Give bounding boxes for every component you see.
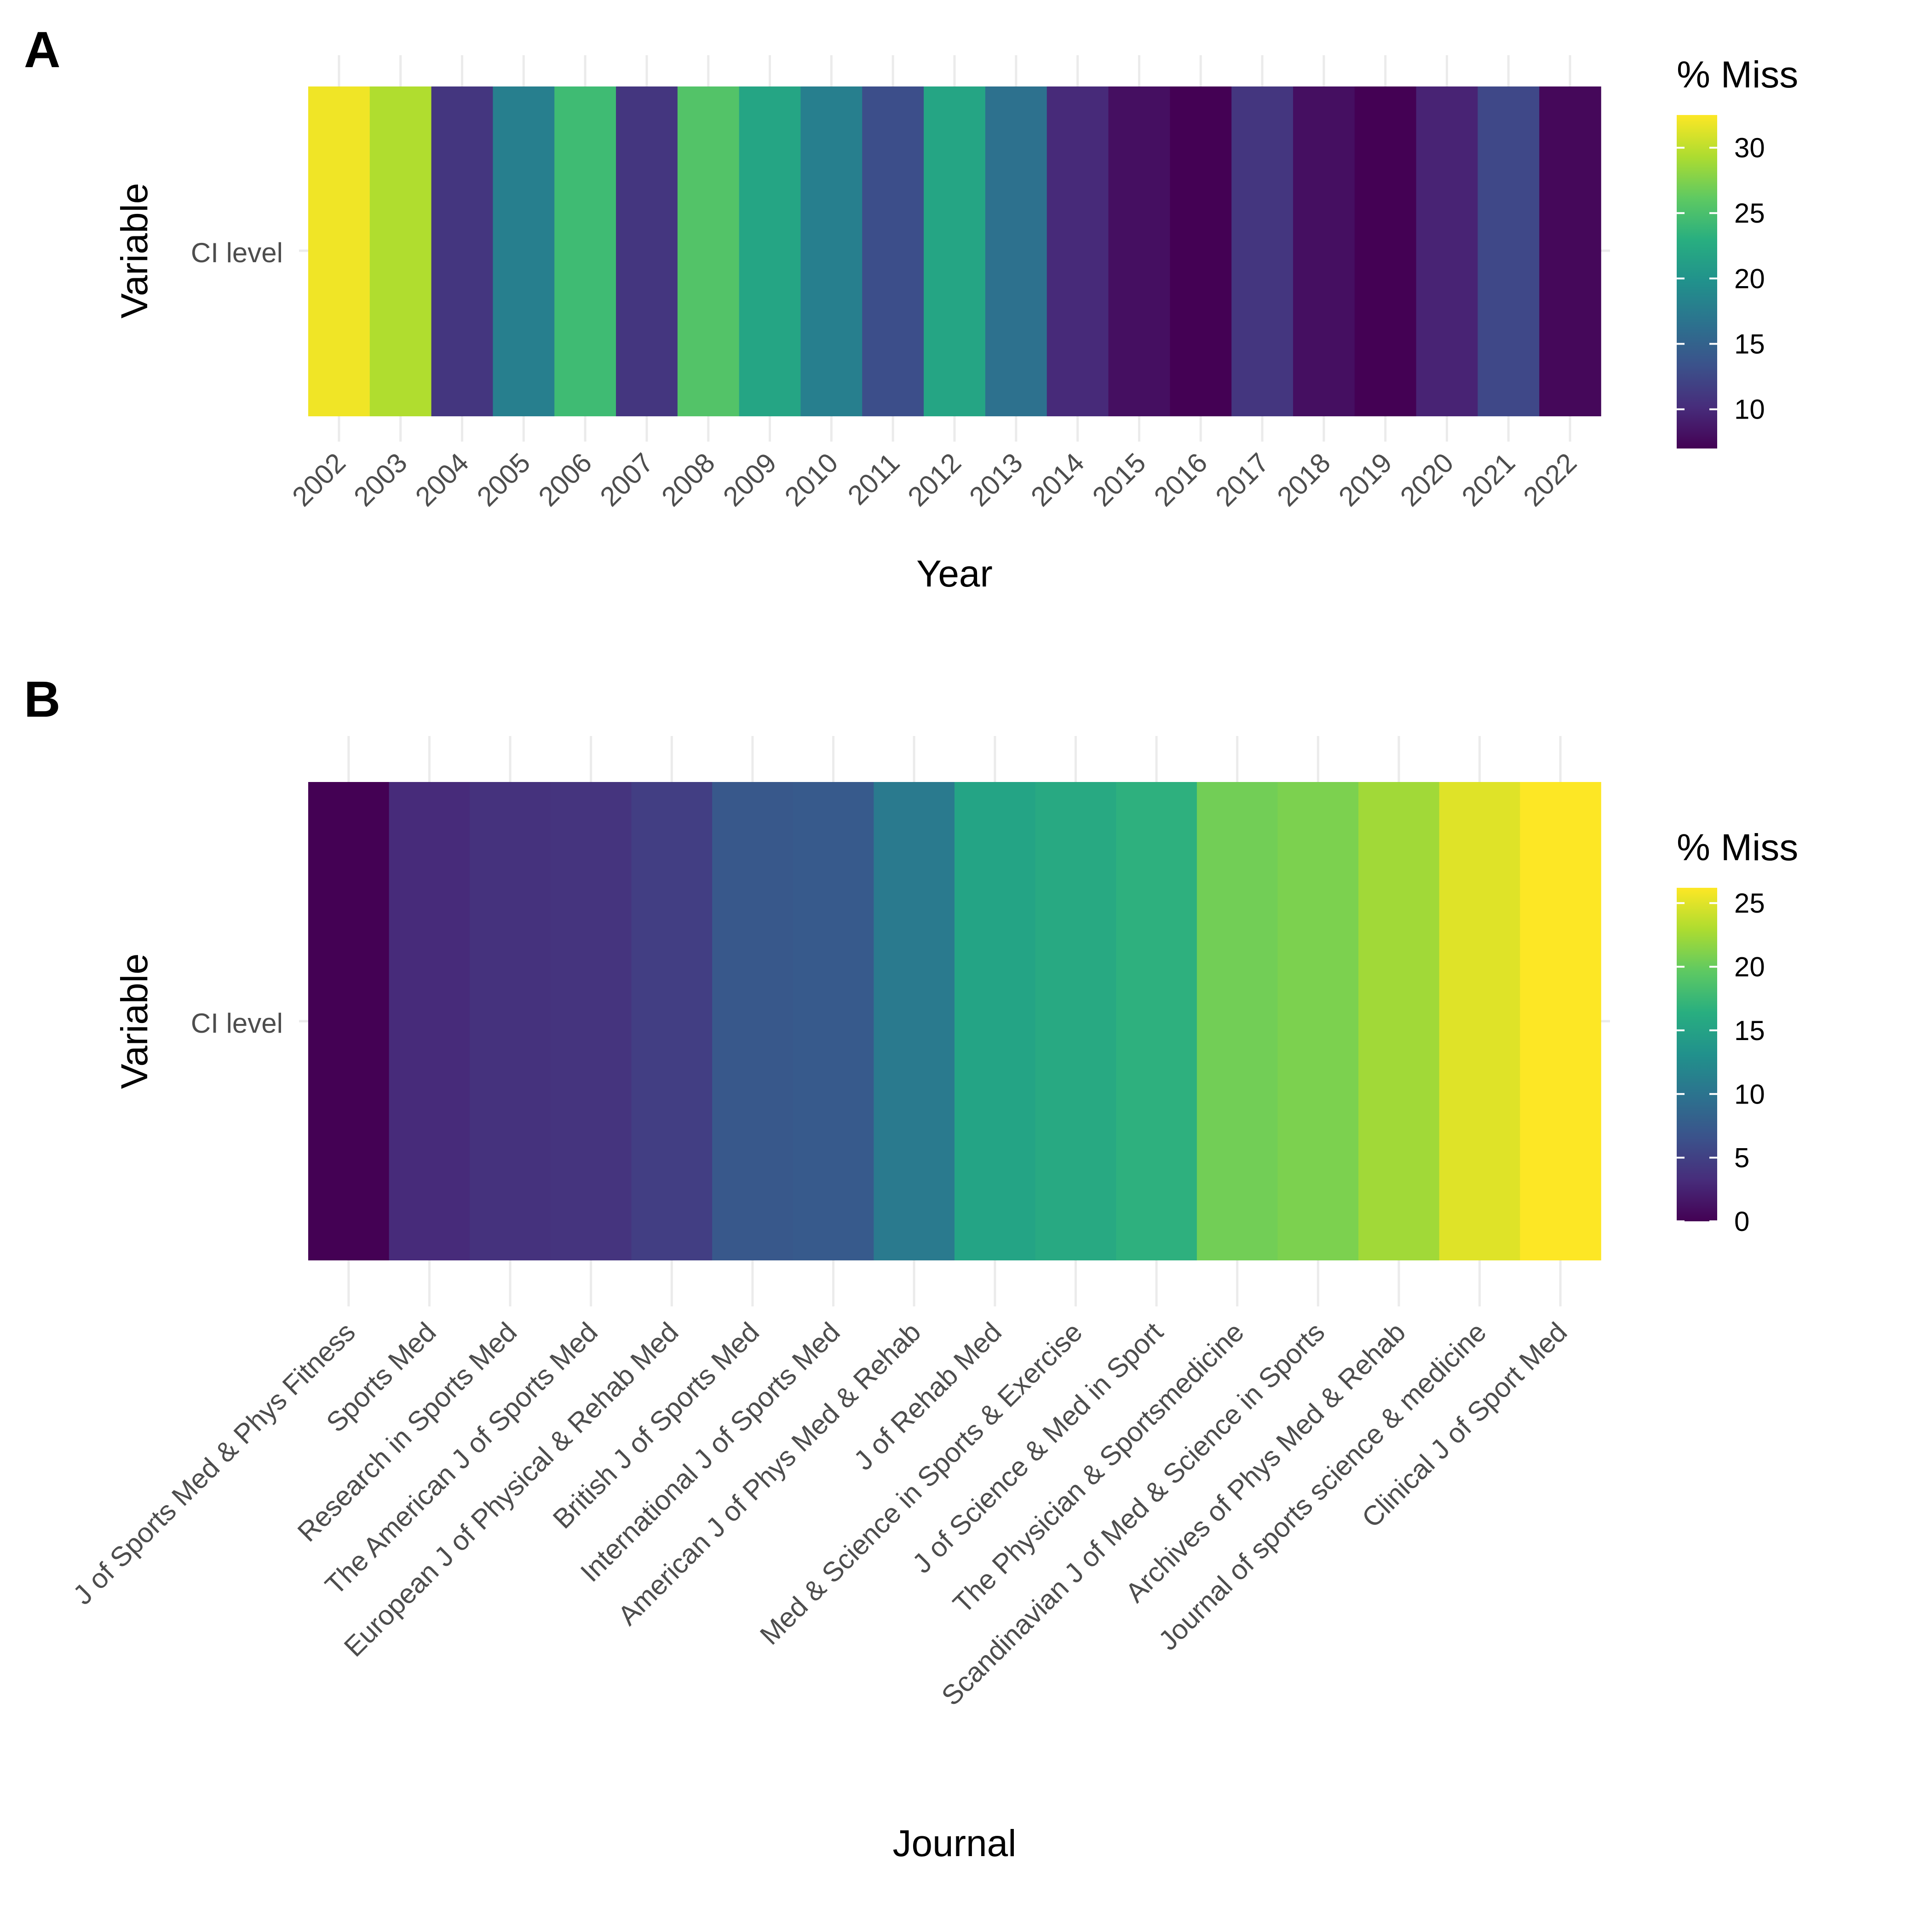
heatmap-cell	[793, 782, 874, 1260]
panel-a-label: A	[24, 22, 60, 78]
x-tick-label: 2013	[963, 447, 1029, 512]
heatmap-cell	[954, 782, 1036, 1260]
panel-b-label: B	[24, 671, 60, 728]
heatmap-cell	[1277, 782, 1359, 1260]
panel-a-x-axis-title: Year	[916, 553, 993, 595]
x-tick-label: 2008	[656, 447, 721, 512]
x-tick-label: 2009	[717, 447, 782, 512]
heatmap-cell	[493, 86, 555, 416]
x-tick-label: 2007	[594, 447, 659, 512]
heatmap-cell	[1231, 86, 1294, 416]
heatmap-cell	[1108, 86, 1171, 416]
x-tick-label: 2019	[1333, 447, 1398, 512]
x-tick-label: 2015	[1087, 447, 1152, 512]
x-tick-label: 2003	[348, 447, 413, 512]
panel-b-y-axis-title: Variable	[114, 954, 155, 1089]
heatmap-cell	[924, 86, 986, 416]
panel-a-colorbar	[1677, 115, 1717, 448]
legend-tick-label: 15	[1734, 329, 1765, 360]
x-tick-label: 2010	[779, 447, 844, 512]
panel-a-y-tick-label: CI level	[191, 237, 283, 268]
panel-a-legend-title: % Miss	[1677, 54, 1798, 96]
heatmap-cell	[616, 86, 678, 416]
heatmap-cell	[1170, 86, 1232, 416]
heatmap-cell	[1196, 782, 1278, 1260]
x-tick-label: 2006	[533, 447, 598, 512]
legend-tick-label: 5	[1734, 1143, 1749, 1173]
x-tick-label: American J of Phys Med & Rehab	[612, 1317, 926, 1631]
legend-tick-label: 0	[1734, 1206, 1749, 1237]
heatmap-cell	[862, 86, 924, 416]
heatmap-cell	[1116, 782, 1197, 1260]
x-tick-label: 2002	[286, 447, 351, 512]
panel-a-legend-ticks: 10 15 20 25 30	[1677, 132, 1765, 425]
x-tick-label: 2012	[902, 447, 967, 512]
heatmap-cell	[985, 86, 1047, 416]
x-tick-label: Scandinavian J of Med & Science in Sport…	[936, 1317, 1331, 1712]
x-tick-label: 2005	[471, 447, 536, 512]
legend-tick-label: 20	[1734, 952, 1765, 983]
heatmap-cell	[800, 86, 863, 416]
heatmap-cell	[389, 782, 471, 1260]
heatmap-cell	[550, 782, 632, 1260]
legend-tick-label: 10	[1734, 1079, 1765, 1110]
heatmap-cell	[874, 782, 955, 1260]
panel-b-y-tick-label: CI level	[191, 1008, 283, 1039]
heatmap-cell	[1416, 86, 1478, 416]
x-tick-label: 2011	[842, 447, 906, 511]
legend-tick-label: 25	[1734, 198, 1765, 229]
x-tick-label: 2021	[1456, 447, 1521, 512]
heatmap-cell	[1478, 86, 1540, 416]
heatmap-cell	[1520, 782, 1601, 1260]
panel-b-colorbar	[1677, 888, 1717, 1221]
x-tick-label: J of Rehab Med	[848, 1317, 1007, 1476]
heatmap-cell	[1035, 782, 1117, 1260]
panel-a: A CI level 20022003200420052006200720082…	[24, 22, 1798, 595]
legend-tick-label: 10	[1734, 394, 1765, 425]
legend-tick-label: 20	[1734, 263, 1765, 294]
heatmap-cell	[1046, 86, 1109, 416]
heatmap-cell	[712, 782, 794, 1260]
panel-a-y-axis-title: Variable	[114, 183, 155, 319]
heatmap-cell	[1354, 86, 1417, 416]
panel-b-legend-ticks: 0 5 10 15 20 25	[1677, 888, 1765, 1237]
panel-b: B CI level J of Sports Med & Phys Fitnes…	[24, 671, 1798, 1864]
heatmap-cell	[554, 86, 616, 416]
heatmap-cell	[677, 86, 740, 416]
panel-b-legend-title: % Miss	[1677, 827, 1798, 868]
panel-a-heatmap-cells	[308, 86, 1601, 416]
x-tick-label: The Physician & Sportsmedicine	[947, 1317, 1250, 1619]
heatmap-cell	[1358, 782, 1440, 1260]
heatmap-cell	[1539, 86, 1601, 416]
x-tick-label: 2014	[1025, 447, 1090, 512]
heatmap-cell	[308, 86, 370, 416]
x-tick-label: 2016	[1148, 447, 1213, 512]
panel-a-legend: % Miss 10 15 20 25 30	[1677, 54, 1798, 448]
heatmap-cell	[631, 782, 713, 1260]
x-tick-label: 2018	[1271, 447, 1336, 512]
legend-tick-label: 25	[1734, 888, 1765, 919]
heatmap-cell	[369, 86, 432, 416]
legend-tick-label: 15	[1734, 1015, 1765, 1046]
heatmap-cell	[739, 86, 801, 416]
heatmap-cell	[1439, 782, 1521, 1260]
heatmap-cell	[1293, 86, 1355, 416]
x-tick-label: 2022	[1518, 447, 1583, 512]
x-tick-label: 2017	[1209, 447, 1275, 512]
x-tick-label: 2020	[1394, 447, 1460, 512]
heatmap-cell	[470, 782, 551, 1260]
panel-b-heatmap-cells	[308, 782, 1601, 1260]
panel-b-x-axis-title: Journal	[893, 1823, 1017, 1864]
x-tick-label: 2004	[409, 447, 475, 512]
panel-b-legend: % Miss 0 5 10 15 20 25	[1677, 827, 1798, 1237]
legend-tick-label: 30	[1734, 132, 1765, 163]
panel-a-x-tick-labels: 2002200320042005200620072008200920102011…	[286, 447, 1582, 512]
heatmap-cell	[308, 782, 390, 1260]
x-tick-label: J of Sports Med & Phys Fitness	[67, 1317, 361, 1610]
heatmap-cell	[431, 86, 494, 416]
